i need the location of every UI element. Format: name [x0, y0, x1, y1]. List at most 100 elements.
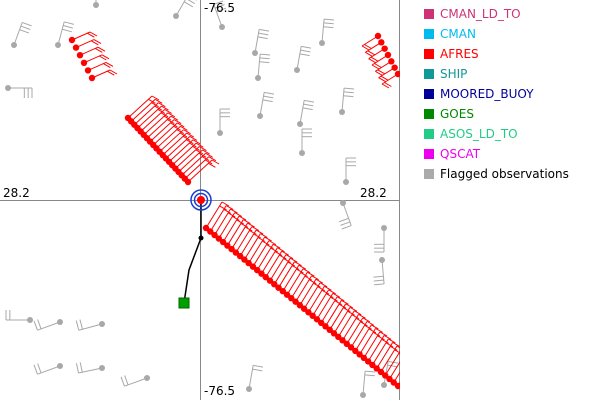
wind-barb-tick	[364, 374, 375, 377]
afres-observation	[275, 261, 302, 291]
legend-item-flagged[interactable]: Flagged observations	[424, 166, 600, 186]
flagged-observation	[33, 363, 63, 375]
wind-barb-tick	[388, 338, 396, 344]
observation-dot	[76, 52, 84, 59]
observation-dot	[374, 32, 382, 40]
wind-barb-staff	[83, 54, 103, 64]
wind-barb-tick	[364, 324, 372, 330]
observation-dot	[257, 113, 263, 119]
wind-barb-staff	[127, 95, 153, 119]
wind-barb-tick	[240, 223, 249, 228]
wind-barb-tick	[311, 275, 319, 281]
wind-barb-tick	[180, 125, 188, 131]
afres-observation	[215, 212, 243, 242]
observation-dot	[318, 319, 325, 326]
wind-barb-tick	[380, 75, 389, 81]
wind-barb-tick	[167, 119, 175, 124]
flagged-observation	[11, 21, 32, 48]
afres-observation	[72, 39, 102, 51]
observation-dot	[382, 372, 389, 379]
observation-dot	[390, 379, 397, 386]
observation-dot	[99, 365, 105, 371]
wind-barb-tick	[37, 363, 42, 374]
observation-dot	[88, 74, 96, 82]
wind-barb-tick	[255, 229, 264, 235]
wind-barb-tick	[339, 217, 349, 223]
legend-item-cman-ld-to[interactable]: CMAN_LD_TO	[424, 6, 600, 26]
wind-barb-tick	[370, 56, 379, 62]
observation-dot	[249, 263, 257, 270]
observation-dot	[305, 309, 312, 316]
wind-barb-tick	[167, 112, 176, 118]
afres-observation	[288, 271, 315, 302]
afres-observation	[76, 46, 106, 59]
wind-barb-tick	[79, 362, 83, 373]
wind-barb-staff	[265, 250, 283, 278]
wind-barb-tick	[365, 51, 373, 57]
wind-barb-tick	[251, 226, 260, 232]
legend-item-asos-ld-to[interactable]: ASOS_LD_TO	[424, 126, 600, 146]
legend-item-ship[interactable]: SHIP	[424, 66, 600, 86]
wind-barb-staff	[329, 303, 347, 331]
observation-dot	[283, 291, 291, 298]
flagged-observation	[5, 310, 33, 323]
wind-barb-tick	[326, 293, 334, 299]
wind-barb-tick	[109, 69, 118, 75]
wind-barb-staff	[181, 152, 207, 176]
wind-barb-tick	[375, 327, 383, 333]
wind-barb-tick	[260, 233, 268, 239]
wind-barb-tick	[253, 233, 261, 239]
afres-observation	[219, 215, 247, 246]
wind-barb-tick	[186, 132, 194, 138]
legend-swatch	[424, 49, 434, 59]
afres-observation	[296, 278, 324, 309]
afres-observation	[369, 338, 396, 369]
afres-observation	[184, 159, 220, 186]
observation-dot	[394, 382, 400, 390]
wind-barb-tick	[387, 364, 398, 368]
flagged-observation	[55, 21, 75, 48]
wind-barb-tick	[216, 7, 226, 13]
wind-barb-tick	[173, 119, 182, 125]
flagged-observation	[360, 370, 376, 398]
legend-item-goes[interactable]: GOES	[424, 106, 600, 126]
afres-observation	[373, 342, 400, 372]
observation-dot	[144, 375, 150, 381]
wind-barb-tick	[232, 215, 240, 221]
wind-observation-map[interactable]	[0, 0, 400, 400]
wind-barb-staff	[175, 0, 186, 17]
flagged-observation	[299, 128, 312, 156]
wind-barb-tick	[262, 99, 273, 103]
wind-barb-staff	[333, 307, 351, 334]
wind-barb-tick	[341, 225, 352, 230]
observation-dot	[339, 337, 346, 344]
wind-barb-staff	[130, 98, 156, 122]
wind-barb-staff	[261, 247, 278, 274]
afres-observation	[140, 112, 176, 139]
legend-item-moored-buoy[interactable]: MOORED_BUOY	[424, 86, 600, 106]
afres-observation	[335, 310, 362, 341]
wind-barb-staff	[346, 317, 364, 345]
afres-observation	[127, 98, 163, 125]
afres-observation	[271, 257, 298, 288]
observation-dot	[184, 178, 192, 186]
wind-barb-tick	[364, 44, 372, 49]
wind-barb-tick	[244, 226, 253, 232]
wind-barb-staff	[214, 208, 231, 236]
observation-dot	[211, 231, 218, 239]
legend-item-afres[interactable]: AFRES	[424, 46, 600, 66]
wind-barb-tick	[95, 47, 103, 53]
observation-dot	[369, 361, 376, 369]
legend-label: CMAN_LD_TO	[440, 7, 521, 21]
wind-barb-tick	[259, 28, 270, 32]
wind-barb-tick	[385, 342, 394, 348]
legend-item-qscat[interactable]: QSCAT	[424, 146, 600, 166]
legend-item-cman[interactable]: CMAN	[424, 26, 600, 46]
wind-barb-tick	[158, 102, 166, 108]
wind-barb-tick	[157, 108, 166, 114]
wind-barb-staff	[13, 22, 23, 46]
wind-barb-staff	[367, 335, 385, 362]
observation-dot	[360, 392, 366, 398]
wind-barb-tick	[315, 278, 324, 284]
legend-label: ASOS_LD_TO	[440, 127, 518, 141]
